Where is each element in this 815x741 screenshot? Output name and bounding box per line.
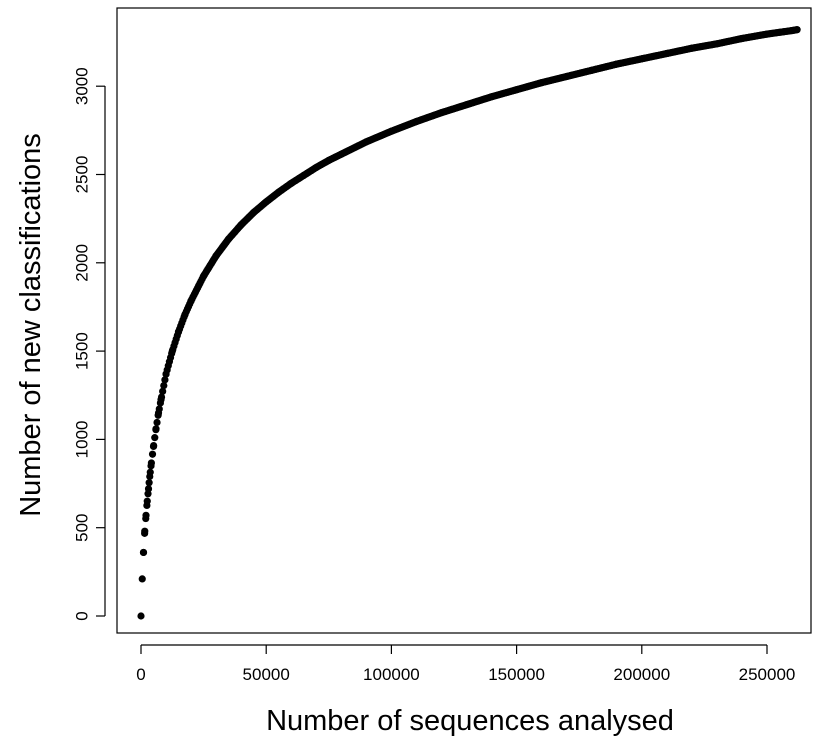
data-points xyxy=(137,26,801,620)
x-tick-label: 150000 xyxy=(488,665,545,684)
data-point xyxy=(148,450,157,458)
data-point xyxy=(156,399,165,407)
y-axis-ticks: 0 500 1000 1500 2000 2500 3000 xyxy=(72,67,105,621)
x-tick-label: 250000 xyxy=(739,665,796,684)
plot-frame xyxy=(116,7,812,634)
x-tick-label: 50000 xyxy=(243,665,290,684)
x-axis-ticks: 0 50000 100000 150000 200000 250000 xyxy=(136,645,795,684)
data-point xyxy=(152,426,160,434)
y-tick-label: 2500 xyxy=(72,156,91,194)
data-point xyxy=(159,387,167,395)
x-tick-label: 100000 xyxy=(363,665,420,684)
data-point xyxy=(151,434,159,442)
data-point xyxy=(793,26,801,34)
data-point xyxy=(144,490,152,498)
data-point xyxy=(142,514,150,523)
x-tick-label: 200000 xyxy=(613,665,670,684)
y-tick-label: 1500 xyxy=(72,332,91,370)
data-point xyxy=(146,468,154,476)
y-axis-title: Number of new classifications xyxy=(15,133,47,517)
data-point xyxy=(137,612,145,620)
y-tick-label: 0 xyxy=(72,611,91,620)
data-point xyxy=(145,479,153,487)
data-point xyxy=(155,405,163,413)
data-point xyxy=(154,411,162,419)
x-tick-label: 0 xyxy=(136,665,145,684)
data-point xyxy=(138,575,146,583)
data-point xyxy=(150,441,158,450)
data-point xyxy=(139,548,148,557)
x-axis-title: Number of sequences analysed xyxy=(266,705,674,737)
y-tick-label: 500 xyxy=(72,514,91,542)
data-point xyxy=(143,501,151,510)
data-point xyxy=(157,393,166,401)
data-point xyxy=(160,381,168,390)
y-tick-label: 1000 xyxy=(72,420,91,458)
data-point xyxy=(141,529,149,537)
y-tick-label: 2000 xyxy=(72,244,91,282)
data-point xyxy=(161,376,169,384)
data-point xyxy=(153,418,161,427)
y-tick-label: 3000 xyxy=(72,67,91,105)
data-point xyxy=(147,459,155,467)
